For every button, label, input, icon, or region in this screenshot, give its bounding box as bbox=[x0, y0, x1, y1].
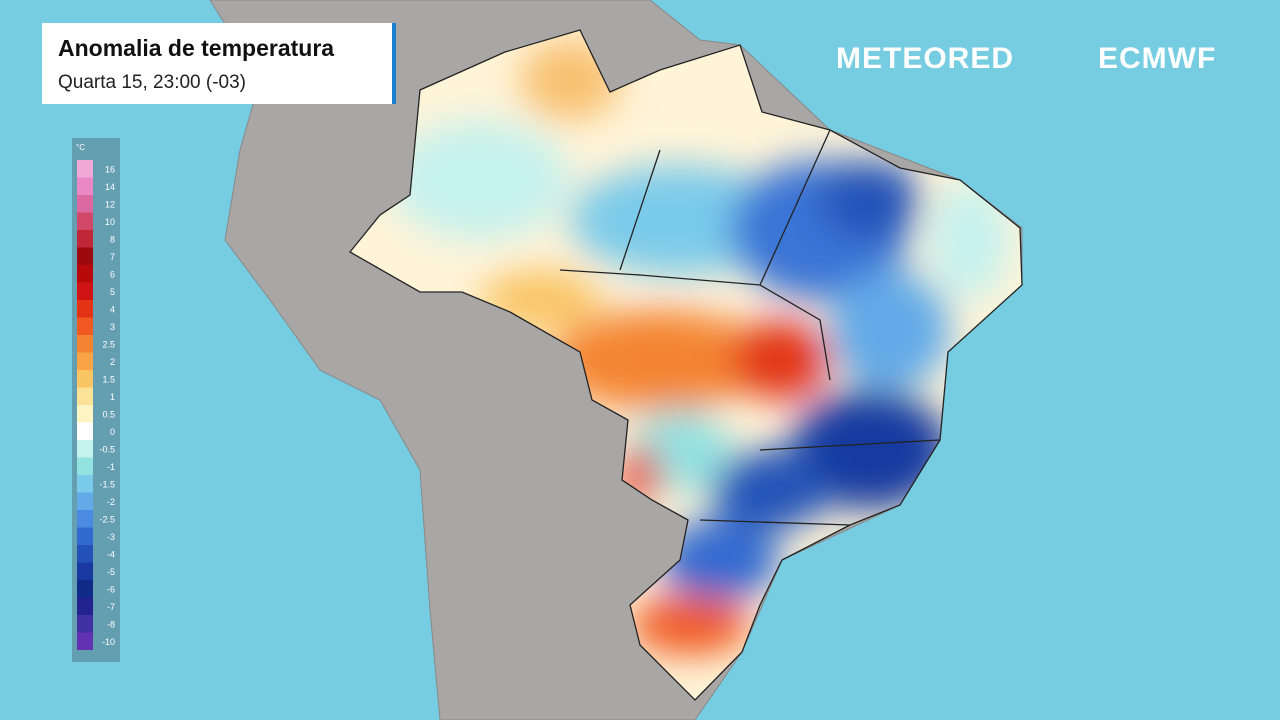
legend-label: 5 bbox=[110, 287, 115, 297]
legend-swatch bbox=[77, 422, 93, 440]
legend-swatch bbox=[77, 492, 93, 510]
legend-swatch bbox=[77, 562, 93, 580]
legend-label: 2 bbox=[110, 357, 115, 367]
legend-swatch bbox=[77, 545, 93, 563]
legend-swatch bbox=[77, 212, 93, 230]
borders bbox=[349, 29, 1023, 701]
title-box: Anomalia de temperatura Quarta 15, 23:00… bbox=[42, 23, 396, 104]
legend-label: -0.5 bbox=[99, 444, 115, 454]
legend-label: 2.5 bbox=[102, 339, 115, 349]
brand: ECMWF bbox=[1098, 42, 1217, 75]
legend-label: 1 bbox=[110, 392, 115, 402]
legend-swatch bbox=[77, 597, 93, 615]
legend-label: 8 bbox=[110, 234, 115, 244]
legend-label: -1 bbox=[107, 462, 115, 472]
legend-swatch bbox=[77, 335, 93, 353]
legend-swatch bbox=[77, 230, 93, 248]
legend-swatch bbox=[77, 195, 93, 213]
legend-label: 7 bbox=[110, 252, 115, 262]
legend-label: 10 bbox=[105, 217, 115, 227]
legend-label: -10 bbox=[102, 637, 115, 647]
legend-swatch bbox=[77, 387, 93, 405]
brand: METEORED bbox=[836, 42, 1015, 75]
legend-swatch bbox=[77, 317, 93, 335]
legend-swatch bbox=[77, 510, 93, 528]
legend-label: -7 bbox=[107, 602, 115, 612]
legend-swatch bbox=[77, 580, 93, 598]
legend-label: -4 bbox=[107, 549, 115, 559]
legend-label: 3 bbox=[110, 322, 115, 332]
legend-swatch bbox=[77, 247, 93, 265]
legend-label: -6 bbox=[107, 584, 115, 594]
legend-swatch bbox=[77, 457, 93, 475]
legend-label: -2.5 bbox=[99, 514, 115, 524]
legend-swatch bbox=[77, 265, 93, 283]
legend-label: -3 bbox=[107, 532, 115, 542]
legend-label: 1.5 bbox=[102, 374, 115, 384]
legend-label: 4 bbox=[110, 304, 115, 314]
legend-label: 0.5 bbox=[102, 409, 115, 419]
legend-swatch bbox=[77, 300, 93, 318]
legend-swatch bbox=[77, 615, 93, 633]
legend-unit: °C bbox=[76, 143, 85, 152]
legend-label: 16 bbox=[105, 164, 115, 174]
legend-swatch bbox=[77, 405, 93, 423]
legend-swatch bbox=[77, 475, 93, 493]
legend-swatch bbox=[77, 440, 93, 458]
legend-swatch bbox=[77, 370, 93, 388]
legend-label: -5 bbox=[107, 567, 115, 577]
title: Anomalia de temperatura bbox=[58, 35, 335, 61]
legend-label: 14 bbox=[105, 182, 115, 192]
legend-label: 12 bbox=[105, 199, 115, 209]
legend-swatch bbox=[77, 632, 93, 650]
legend-swatch bbox=[77, 527, 93, 545]
legend-label: -2 bbox=[107, 497, 115, 507]
legend-swatch bbox=[77, 160, 93, 178]
legend-label: -8 bbox=[107, 619, 115, 629]
legend-swatch bbox=[77, 177, 93, 195]
legend-swatch bbox=[77, 352, 93, 370]
legend-label: -1.5 bbox=[99, 479, 115, 489]
subtitle: Quarta 15, 23:00 (-03) bbox=[58, 72, 246, 93]
legend-swatch bbox=[77, 282, 93, 300]
legend-label: 0 bbox=[110, 427, 115, 437]
legend-label: 6 bbox=[110, 269, 115, 279]
